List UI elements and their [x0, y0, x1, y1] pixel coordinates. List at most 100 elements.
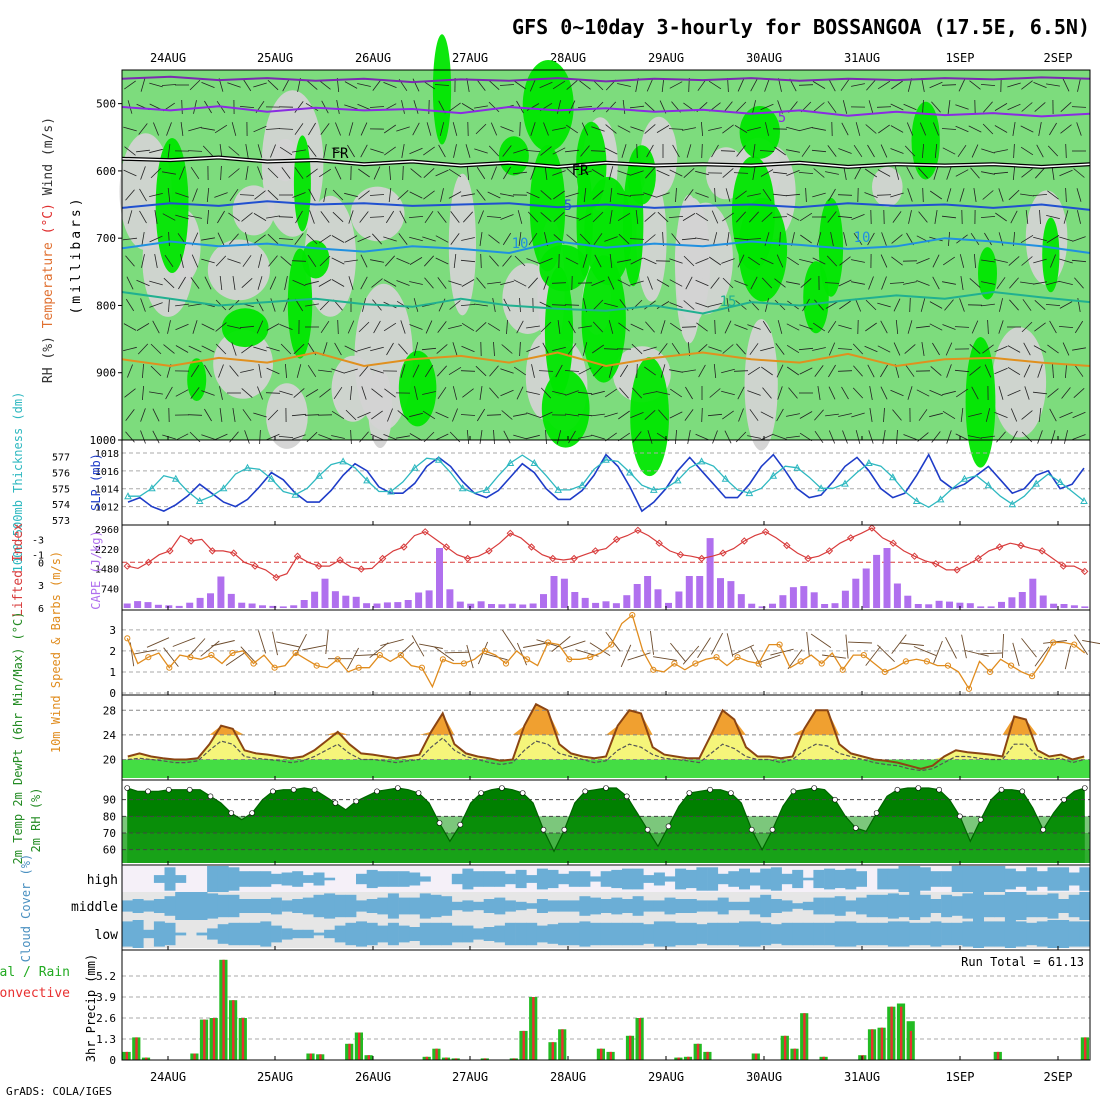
wind-barb: [998, 320, 1004, 334]
wind-barb: [267, 167, 279, 179]
wind-barb: [876, 194, 892, 196]
wind-speed-point: [376, 652, 383, 659]
wind-speed-point: [271, 664, 278, 671]
wind-barb: [656, 301, 670, 309]
wind-barb: [669, 322, 683, 332]
wind-barb: [397, 190, 409, 200]
wind-barb: [609, 253, 613, 269]
lifted-index-point: [783, 541, 791, 550]
wind-barb: [772, 193, 788, 197]
wind-barb: [125, 189, 135, 201]
wind-barb: [877, 80, 891, 90]
band-green: [122, 759, 1090, 778]
wind-barb: [360, 122, 368, 136]
cape-bar: [1018, 592, 1026, 608]
wind-barb: [701, 407, 703, 423]
wind-barb: [828, 364, 836, 378]
thickness-ylabel: 1000-500mb Thickness (dm): [11, 392, 25, 573]
wind-barb: [814, 409, 824, 421]
ylabel-part: Wind (m/s): [41, 117, 56, 195]
cloud-cell: [813, 922, 825, 946]
wind-barb: [526, 325, 540, 329]
wind-barb: [985, 408, 991, 422]
wind-barb: [697, 637, 711, 659]
wind-barb: [752, 100, 756, 114]
lifted-index-point: [400, 543, 408, 551]
wind-barb: [981, 281, 995, 285]
wind-barb: [389, 165, 391, 181]
precip-convective-bar: [754, 1053, 758, 1060]
cloud-cell: [568, 871, 580, 887]
wind-barb: [905, 365, 915, 377]
wind-barb: [136, 279, 150, 287]
wind-barb: [877, 169, 891, 177]
wind-barb: [618, 233, 630, 245]
wind-barb: [323, 144, 327, 158]
wind-barb: [479, 430, 483, 444]
date-label-bottom: 1SEP: [946, 1070, 975, 1084]
wind-barb: [383, 124, 397, 134]
wind-barb: [776, 254, 784, 268]
cloud-cell: [887, 868, 899, 890]
rh-point: [873, 810, 880, 816]
wind-barb: [241, 388, 253, 398]
wind-barb: [592, 321, 604, 333]
wind-barb: [266, 215, 280, 219]
cloud-cell: [1004, 892, 1016, 920]
lifted-index-point: [166, 547, 174, 555]
cloud-cell: [515, 869, 527, 889]
wind-barb: [150, 343, 162, 355]
wind-barb: [265, 128, 281, 130]
wind-barb: [929, 190, 943, 200]
cloud-cell: [887, 921, 899, 947]
rh-point: [186, 786, 193, 793]
cape-bar: [727, 581, 735, 608]
wind-barb: [396, 280, 410, 286]
wind-barb: [370, 433, 384, 441]
cloud-cell: [770, 867, 782, 891]
wind-barb: [785, 193, 801, 197]
cape-bar: [477, 601, 485, 608]
wind-speed-point: [671, 660, 678, 667]
wind-barb: [712, 430, 718, 444]
y-tick-label: 1016: [95, 467, 119, 478]
wind-barb: [476, 79, 486, 91]
wind-barb: [1033, 345, 1047, 353]
wind-barb: [564, 370, 580, 372]
wind-barb: [1033, 258, 1047, 264]
precip-convective-bar: [696, 1043, 700, 1060]
date-label-top: 2SEP: [1044, 51, 1073, 65]
wind-barb: [308, 188, 316, 202]
wind-barb: [435, 411, 449, 419]
date-label-bottom: 25AUG: [257, 1070, 293, 1084]
wind-barb: [1021, 410, 1033, 420]
cloud-cell: [483, 899, 495, 913]
cape-bar: [321, 578, 329, 608]
wind-barb: [293, 343, 305, 355]
wind-barb: [669, 302, 683, 308]
cloud-cell: [313, 932, 325, 936]
wind-barb: [396, 126, 410, 132]
wind-barb: [400, 320, 406, 334]
wind-barb: [562, 640, 586, 649]
wind-barb: [786, 366, 800, 376]
wind-barb: [772, 171, 788, 175]
y-tick-label: 3.9: [96, 991, 116, 1004]
wind-barb: [994, 125, 1008, 133]
wind-barb: [1001, 633, 1005, 659]
wind-barb: [492, 298, 496, 312]
cloud-cell: [526, 922, 538, 946]
rh-point: [270, 788, 276, 795]
cloud-cell: [696, 924, 708, 944]
wind-barb: [845, 634, 849, 659]
wind-barb: [812, 192, 826, 198]
wind-barb: [839, 256, 851, 266]
wind-barb: [178, 276, 186, 290]
wind-barb: [878, 124, 890, 134]
wind-barb: [994, 149, 1008, 153]
cloud-cell: [600, 899, 612, 913]
cloud-cell: [419, 922, 431, 946]
wind-barb: [630, 257, 644, 265]
